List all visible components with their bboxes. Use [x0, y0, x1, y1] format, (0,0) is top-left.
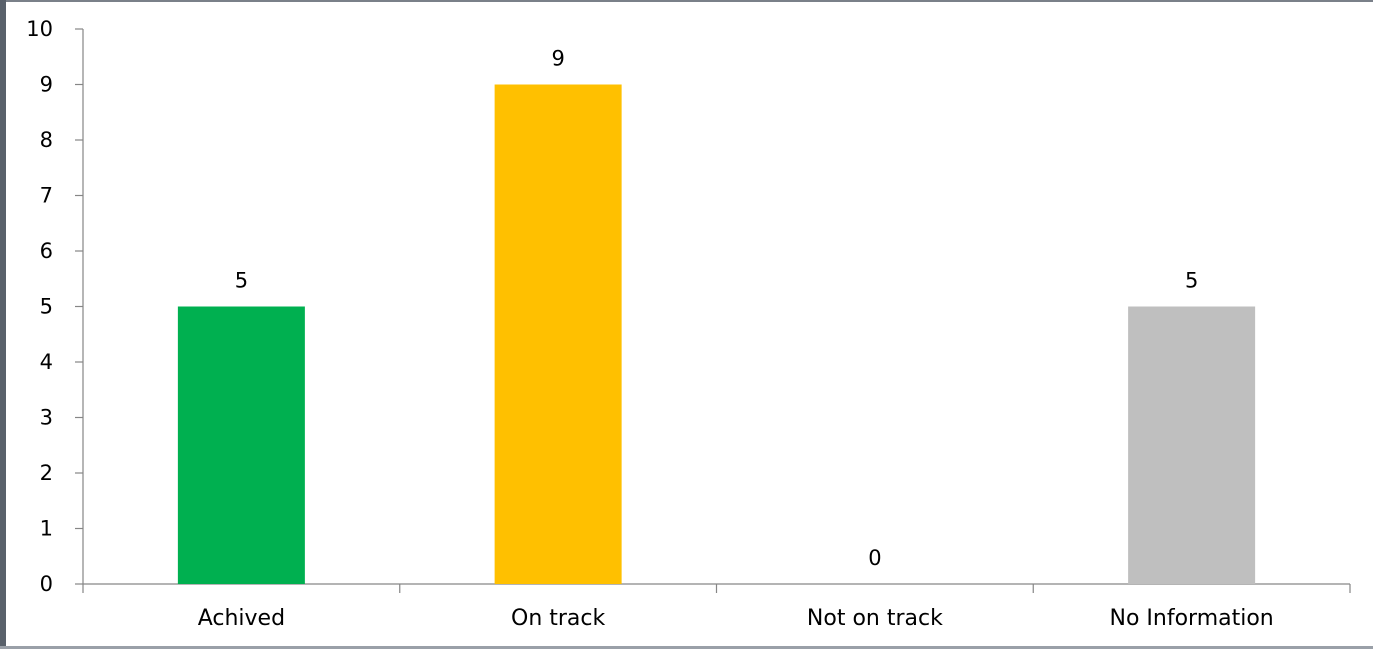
y-tick-label: 10	[26, 17, 53, 41]
x-axis: Achived On track Not on track No Informatio…	[82, 583, 1351, 631]
data-label: 0	[868, 546, 881, 570]
y-tick-label: 9	[40, 73, 53, 97]
y-axis: 0 1 2 3 4 5 6 7 8 9 10	[26, 17, 84, 596]
x-category-label: On track	[511, 606, 606, 631]
data-label: 5	[235, 269, 248, 293]
data-labels: 5 9 0 5	[235, 47, 1199, 571]
y-tick-label: 7	[40, 184, 53, 208]
data-label: 9	[551, 47, 564, 71]
window-top-border	[0, 0, 1373, 2]
bar-0	[177, 306, 305, 584]
y-tick-label: 0	[40, 572, 53, 596]
window-bottom-border	[0, 646, 1373, 649]
y-tick-label: 6	[40, 239, 53, 263]
data-label: 5	[1185, 269, 1198, 293]
bar-3	[1128, 306, 1256, 584]
window-left-border	[0, 0, 6, 649]
y-tick-label: 4	[40, 350, 53, 374]
y-tick-label: 2	[40, 461, 53, 485]
y-tick-label: 1	[40, 517, 53, 541]
bars	[177, 84, 1256, 584]
bar-1	[494, 84, 622, 584]
y-tick-label: 3	[40, 406, 53, 430]
x-category-label: Achived	[198, 606, 285, 631]
y-tick-label: 8	[40, 128, 53, 152]
x-category-label: Not on track	[807, 606, 943, 631]
y-tick-label: 5	[40, 295, 53, 319]
x-category-label: No Information	[1109, 606, 1273, 631]
